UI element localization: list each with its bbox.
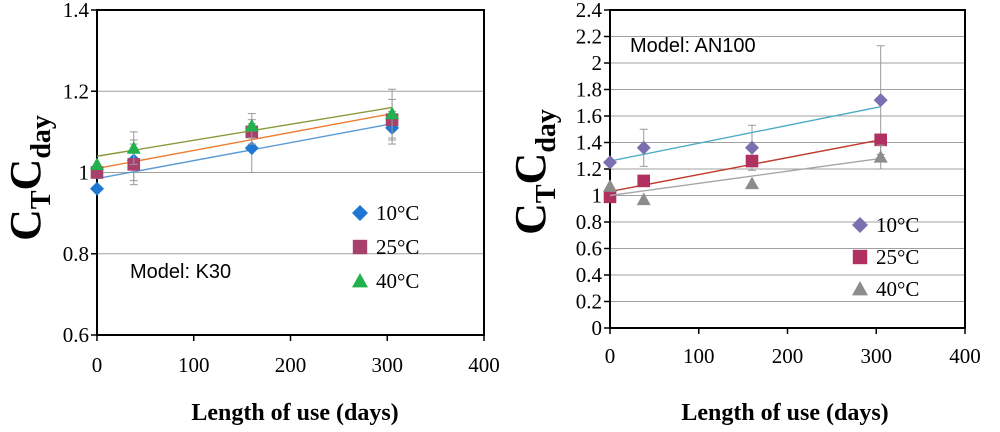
chart1-xtick-label: 300 [372, 353, 404, 377]
chart2-xtick-label: 300 [861, 344, 893, 368]
chart2-xtick-label: 0 [605, 344, 616, 368]
chart2-point-1 [874, 133, 887, 147]
chart2-legend-marker-1 [852, 249, 868, 265]
chart2-ytick-label: 1.2 [576, 157, 602, 181]
chart1-ylabel: CTCday [1, 115, 57, 241]
chart1-ytick-label: 1.2 [63, 79, 89, 103]
chart1-point-2 [244, 118, 259, 132]
chart1-trendline-1 [96, 112, 393, 170]
chart2-legend-label-1: 25°C [876, 245, 919, 269]
chart1-xtick-label: 100 [178, 353, 210, 377]
chart2-trendline-0 [609, 106, 881, 162]
chart1-point-2 [385, 106, 400, 120]
chart1-ytick-label: 1 [79, 161, 90, 185]
chart2-legend-marker-2 [852, 281, 868, 296]
chart1-xlabel: Length of use (days) [191, 400, 398, 426]
chart1-trendline-0 [96, 123, 393, 180]
chart2-ytick-label: 2.4 [576, 0, 603, 22]
chart2-point-2 [636, 192, 651, 206]
chart2-xtick-label: 200 [772, 344, 804, 368]
chart2-ylabel-t: T [531, 184, 562, 203]
chart2-model-label: Model: AN100 [630, 35, 756, 57]
chart1-trendline-2 [96, 106, 393, 157]
chart1-ytick-label: 1.4 [63, 0, 90, 22]
chart2-xlabel: Length of use (days) [681, 400, 888, 426]
chart2-ytick-label: 0.2 [576, 290, 602, 314]
chart1-ylabel-c1: C [1, 209, 50, 241]
chart2-trendline-1 [609, 139, 881, 193]
chart2-ylabel-day: day [531, 109, 562, 153]
chart2-ytick-label: 0 [592, 316, 603, 340]
chart2-xtick-label: 400 [949, 344, 981, 368]
chart1-legend-label-0: 10°C [376, 201, 419, 225]
chart1-model-label: Model: K30 [130, 261, 231, 283]
chart2-ytick-label: 2.2 [576, 25, 602, 49]
chart2-ytick-label: 1 [592, 184, 603, 208]
chart1-ylabel-day: day [26, 115, 57, 159]
chart2-ytick-label: 0.8 [576, 210, 602, 234]
chart2-point-1 [637, 174, 651, 188]
chart2-ylabel: CTCday [506, 109, 562, 235]
chart1-ytick-label: 0.8 [63, 242, 89, 266]
chart1-xtick-label: 400 [468, 353, 500, 377]
chart2-point-0 [745, 140, 759, 155]
chart2-point-2 [603, 179, 617, 192]
chart2-legend-label-2: 40°C [876, 277, 919, 301]
chart2-xtick-label: 100 [683, 344, 715, 368]
chart2-legend-marker-0 [852, 217, 868, 233]
chart2-point-1 [745, 154, 759, 168]
chart2-ytick-label: 1.4 [576, 131, 603, 155]
chart1-legend-label-2: 40°C [376, 269, 419, 293]
chart1-legend-label-1: 25°C [376, 235, 419, 259]
chart2-ytick-label: 1.6 [576, 104, 602, 128]
chart1-xtick-label: 0 [92, 353, 103, 377]
chart2-ytick-label: 2 [592, 51, 603, 75]
chart2-ylabel-c1: C [506, 203, 555, 235]
chart2-point-1 [603, 190, 617, 204]
chart1-ytick-label: 0.6 [63, 323, 89, 347]
chart2-point-0 [603, 155, 617, 170]
chart1-ylabel-t: T [26, 190, 57, 209]
chart1-point-2 [90, 157, 104, 170]
chart1-legend-marker-0 [352, 205, 368, 221]
chart2-point-2 [745, 176, 759, 190]
chart1-point-2 [126, 141, 141, 154]
chart1-legend-marker-1 [352, 239, 368, 255]
chart2-point-0 [636, 140, 651, 155]
chart1-ylabel-c2: C [1, 159, 50, 191]
chart2-ytick-label: 1.8 [576, 78, 602, 102]
chart1-point-0 [90, 181, 104, 196]
chart1: 0.6 0.8 1 1.2 1.4 0 100 200 300 400 Length of use … [63, 0, 500, 426]
chart2-trendline-2 [609, 157, 881, 197]
chart2-ytick-label: 0.4 [576, 263, 603, 287]
chart1-point-0 [244, 141, 259, 156]
chart2-point-0 [873, 93, 888, 108]
chart2-point-2 [873, 150, 888, 163]
chart1-legend-marker-2 [352, 273, 368, 288]
chart2-ytick-label: 0.6 [576, 237, 602, 261]
chart2-ylabel-c2: C [506, 153, 555, 185]
chart2: 00.20.40.60.811.21.41.61.822.22.40 100 200… [576, 0, 981, 426]
chart2-legend-label-0: 10°C [876, 213, 919, 237]
chart1-xtick-label: 200 [275, 353, 307, 377]
